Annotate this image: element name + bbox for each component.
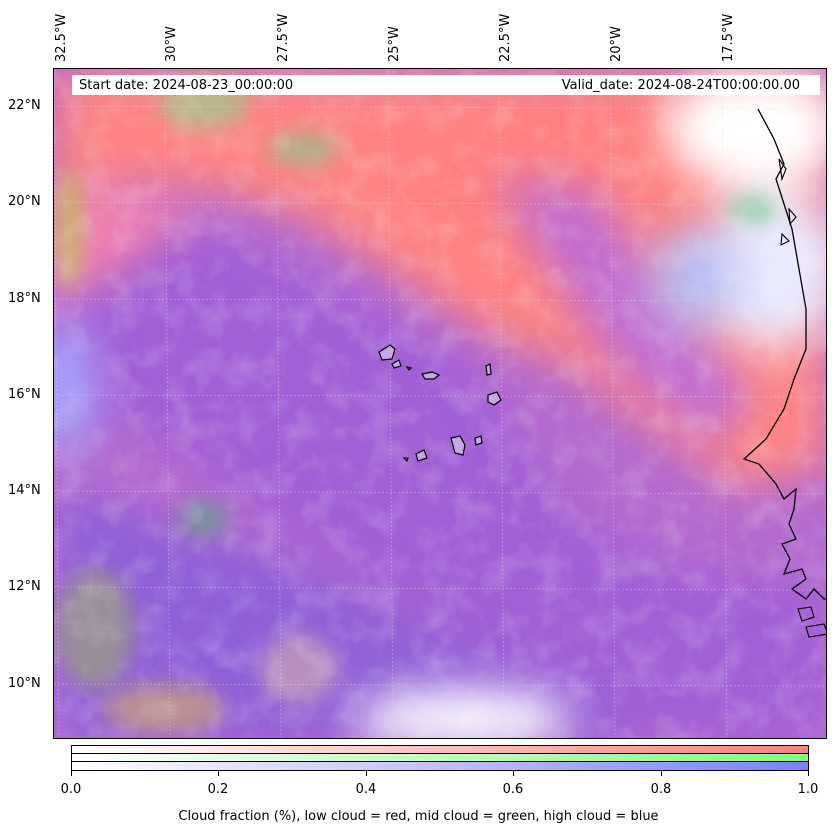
colorbar-tickmark bbox=[661, 771, 662, 776]
lon-label-22-5w: 22.5°W bbox=[498, 13, 513, 62]
lon-label-25w: 25°W bbox=[387, 26, 402, 62]
colorbar-tick-label: 0.4 bbox=[355, 782, 377, 797]
colorbar-tick-label: 1.0 bbox=[797, 782, 819, 797]
colorbar-tick-label: 0.8 bbox=[650, 782, 672, 797]
lat-label-12n: 12°N bbox=[8, 579, 41, 594]
lat-label-18n: 18°N bbox=[8, 291, 41, 306]
lon-label-30w: 30°W bbox=[164, 26, 179, 62]
lat-label-10n: 10°N bbox=[8, 676, 41, 691]
colorbar bbox=[71, 745, 809, 771]
colorbar-tick-label: 0.0 bbox=[60, 782, 82, 797]
map-canvas bbox=[54, 69, 826, 738]
colorbar-tickmark bbox=[808, 771, 809, 776]
lat-label-14n: 14°N bbox=[8, 483, 41, 498]
gridlines bbox=[54, 69, 826, 738]
colorbar-tick-label: 0.6 bbox=[502, 782, 524, 797]
colorbar-tickmark bbox=[366, 771, 367, 776]
colorbar-high-row bbox=[72, 762, 808, 770]
colorbar-mid-row bbox=[72, 754, 808, 762]
cloud-texture bbox=[54, 69, 826, 738]
colorbar-tickmark bbox=[513, 771, 514, 776]
lat-label-16n: 16°N bbox=[8, 387, 41, 402]
lon-label-27-5w: 27.5°W bbox=[276, 13, 291, 62]
colorbar-low-row bbox=[72, 746, 808, 754]
coastline-islands bbox=[778, 158, 826, 638]
coastline bbox=[742, 108, 826, 600]
lat-label-22n: 22°N bbox=[8, 98, 41, 113]
lon-label-17-5w: 17.5°W bbox=[721, 13, 736, 62]
lon-label-32-5w: 32.5°W bbox=[54, 13, 69, 62]
colorbar-tickmark bbox=[218, 771, 219, 776]
colorbar-tick-label: 0.2 bbox=[207, 782, 229, 797]
title-banner: Start date: 2024-08-23_00:00:00 Valid_da… bbox=[72, 75, 820, 95]
start-date-label: Start date: 2024-08-23_00:00:00 bbox=[79, 78, 294, 93]
valid-date-label: Valid_date: 2024-08-24T00:00:00.00 bbox=[561, 78, 800, 93]
colorbar-caption: Cloud fraction (%), low cloud = red, mid… bbox=[178, 809, 659, 824]
cape-verde-islands bbox=[378, 344, 502, 463]
lon-label-20w: 20°W bbox=[609, 26, 624, 62]
colorbar-tickmark bbox=[71, 771, 72, 776]
cloud-fraction-map[interactable] bbox=[53, 68, 827, 739]
lat-label-20n: 20°N bbox=[8, 194, 41, 209]
